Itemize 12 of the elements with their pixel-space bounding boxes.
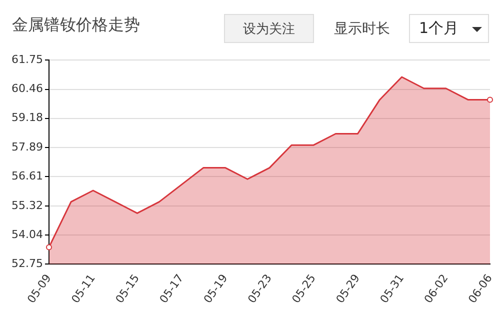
y-tick-label: 52.75 (12, 257, 43, 270)
text: 设为关注 (224, 14, 314, 43)
y-tick-label: 57.89 (12, 140, 43, 154)
chart-title: 金属镨钕价格走势 (12, 15, 140, 36)
y-tick-label: 55.32 (12, 198, 43, 212)
text: 显示时长 (334, 20, 390, 38)
y-tick-label: 61.75 (12, 52, 43, 66)
y-tick-label: 60.46 (12, 82, 43, 96)
y-tick-label: 54.04 (12, 228, 43, 241)
y-tick-label: 56.61 (12, 170, 43, 183)
text: 1个月 (419, 19, 459, 38)
y-tick-label: 59.18 (12, 111, 43, 124)
